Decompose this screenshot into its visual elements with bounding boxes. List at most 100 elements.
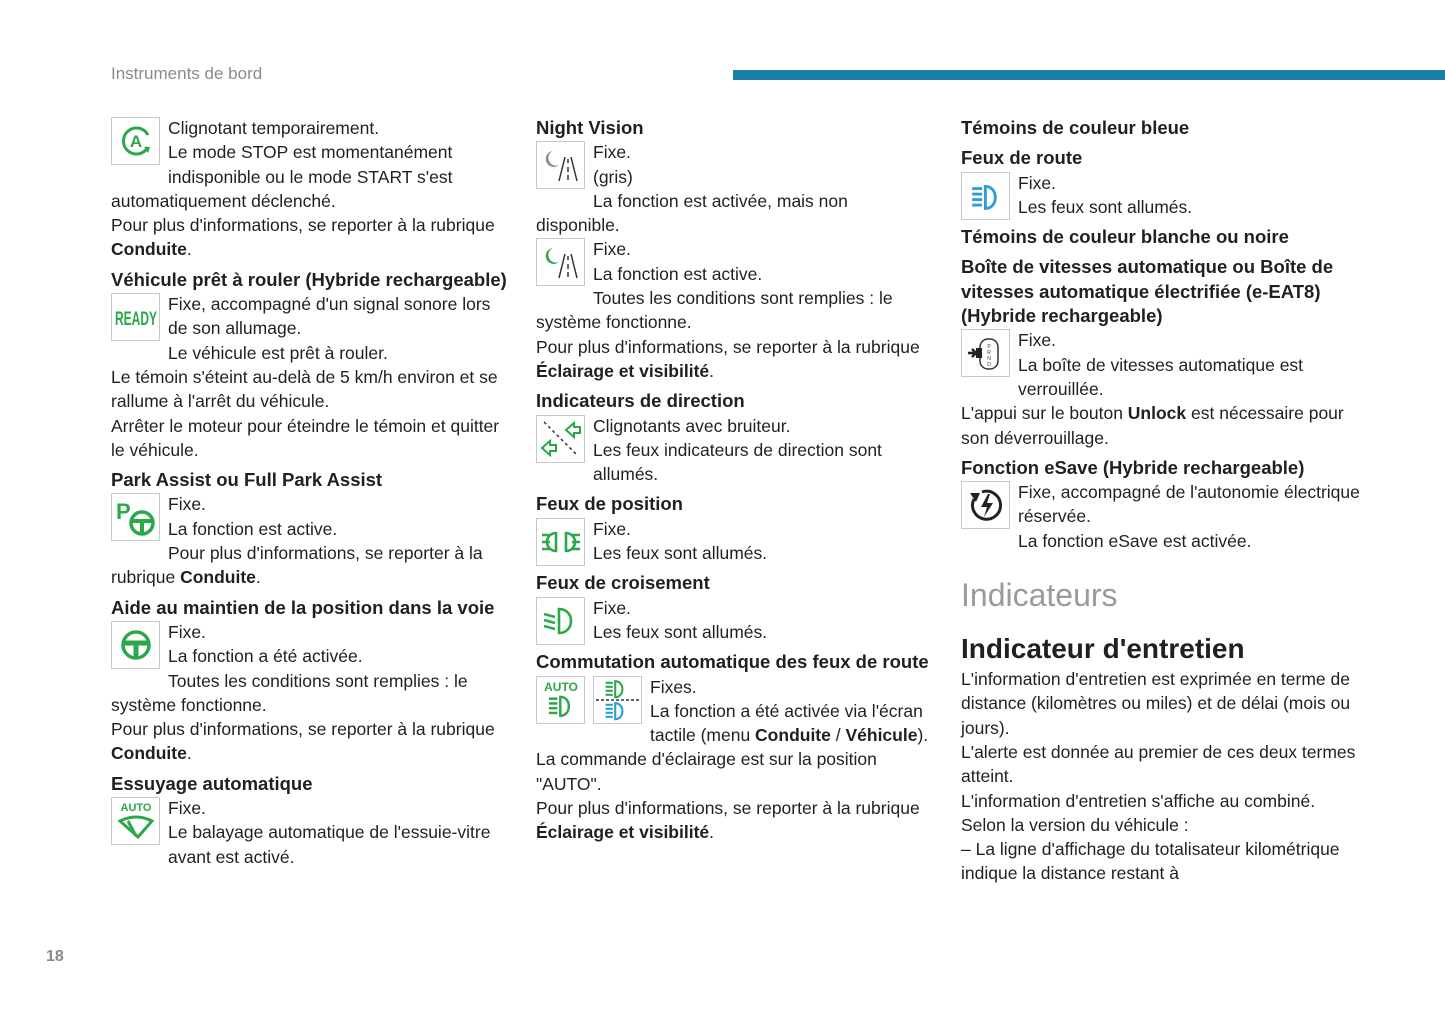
text-run: . — [709, 360, 715, 381]
auto-beam-icon: AUTO — [536, 675, 585, 724]
text-run: Fixe. — [1018, 330, 1056, 351]
column-3: Témoins de couleur bleue Feux de route Fix… — [961, 116, 1371, 886]
paragraph: La boîte de vitesses automatique est ver… — [961, 353, 1371, 402]
text-run: Pour plus d'informations, se reporter à … — [536, 798, 920, 819]
park-assist-icon: P — [111, 493, 160, 542]
entry-heading: Témoins de couleur bleue — [961, 117, 1190, 138]
svg-text:N: N — [987, 356, 991, 362]
text-run: Pour plus d'informations, se reporter à … — [111, 719, 495, 740]
text-run: Toutes les conditions sont remplies : le… — [111, 670, 468, 715]
paragraph: Le témoin s'éteint au-delà de 5 km/h env… — [111, 365, 511, 414]
entry-heading: Night Vision — [536, 117, 644, 138]
paragraph: Fixe. — [536, 140, 936, 164]
column-1: A Clignotant temporairement. Le mode STOP … — [111, 116, 511, 869]
bold-reference: Éclairage et visibilité — [536, 360, 710, 381]
entry-body: Fixe. Les feux sont allumés. — [536, 517, 936, 566]
text-run: La fonction est active. — [168, 518, 338, 539]
paragraph: Fixes. — [536, 675, 936, 699]
paragraph: La fonction est active. — [536, 262, 936, 286]
text-run: Clignotants avec bruiteur. — [593, 415, 791, 436]
text-run: Les feux sont allumés. — [1018, 196, 1193, 217]
text-run: Clignotant temporairement. — [168, 118, 380, 138]
text-run: Les feux sont allumés. — [593, 543, 768, 564]
svg-text:R: R — [987, 350, 991, 356]
paragraph: Les feux sont allumés. — [961, 195, 1371, 219]
text-run: Fixe, accompagné d'un signal sonore lors… — [168, 294, 491, 339]
entry-heading: Park Assist ou Full Park Assist — [111, 469, 383, 491]
bold-reference: Véhicule — [845, 725, 918, 746]
paragraph: Fixe. — [111, 620, 511, 644]
paragraph: La fonction a été activée. — [111, 644, 511, 668]
text-run: Fixe. — [168, 494, 206, 515]
paragraph: – La ligne d'affichage du totalisateur k… — [961, 837, 1371, 886]
entry-body: AUTO Fixe. Le balayage automatique de l'es… — [111, 796, 511, 869]
text-run: Selon la version du véhicule : — [961, 814, 1189, 835]
subsection-title: Indicateur d'entretien — [961, 633, 1245, 665]
paragraph: Pour plus d'informations, se reporter à … — [111, 717, 511, 766]
paragraph: La fonction est activée, mais non dispon… — [536, 189, 936, 238]
beam-switch-icon — [593, 675, 642, 724]
paragraph: La commande d'éclairage est sur la posit… — [536, 747, 936, 796]
paragraph: L'information d'entretien s'affiche au c… — [961, 789, 1371, 813]
entry-body: Fixe. La fonction est active. Toutes les c… — [536, 237, 936, 383]
paragraph: (gris) — [536, 165, 936, 189]
auto-wiper-icon: AUTO — [111, 797, 160, 846]
text-run: La fonction a été activée via l'écran ta… — [650, 700, 923, 746]
svg-text:AUTO: AUTO — [544, 680, 578, 694]
warning-lamp-icons: AUTO — [536, 675, 642, 724]
entry-body: Fixe. Les feux sont allumés. — [536, 596, 936, 645]
text-run: La boîte de vitesses automatique est ver… — [1018, 354, 1304, 399]
text-run: . — [709, 822, 715, 843]
paragraph: Fixe. — [536, 596, 936, 620]
text-run: Fixe. — [168, 798, 206, 819]
paragraph: Pour plus d'informations, se reporter à … — [111, 541, 511, 590]
paragraph: Fixe. — [961, 328, 1371, 352]
entry-body: A Clignotant temporairement. Le mode STOP … — [111, 116, 511, 262]
text-run: – La ligne d'affichage du totalisateur k… — [961, 839, 1340, 884]
text-run: Fixe, accompagné de l'autonomie électriq… — [1018, 482, 1360, 527]
entry-body: Clignotants avec bruiteur. Les feux indic… — [536, 414, 936, 487]
steering-wheel-icon — [111, 620, 160, 669]
entry-body: READY Fixe, accompagné d'un signal sonore… — [111, 292, 511, 462]
paragraph: Le mode STOP est momentanément indisponi… — [111, 140, 511, 213]
paragraph: L'alerte est donnée au premier de ces de… — [961, 740, 1371, 789]
warning-lamp-icons — [536, 596, 585, 645]
text-run: Fixe. — [593, 518, 631, 539]
paragraph: Clignotant temporairement. — [111, 116, 511, 140]
text-run: Pour plus d'informations, se reporter à … — [111, 215, 495, 236]
paragraph: Le véhicule est prêt à rouler. — [111, 341, 511, 365]
paragraph: Fixe. — [111, 492, 511, 516]
text-run: La fonction est active. — [593, 263, 763, 284]
column-2: Night Vision Fixe. (gris) La fonction est a… — [536, 116, 936, 845]
svg-text:AUTO: AUTO — [120, 802, 151, 814]
text-run: La fonction eSave est activée. — [1018, 530, 1252, 551]
text-run: Pour plus d'informations, se reporter à … — [111, 543, 483, 588]
paragraph: Arrêter le moteur pour éteindre le témoi… — [111, 414, 511, 463]
entry-body: L'information d'entretien est exprimée e… — [961, 667, 1371, 886]
entry-body: Fixe, accompagné de l'autonomie électriq… — [961, 480, 1371, 553]
text-run: . — [186, 239, 192, 260]
paragraph: La fonction a été activée via l'écran ta… — [536, 699, 936, 748]
paragraph: Pour plus d'informations, se reporter à … — [536, 335, 936, 384]
paragraph: Les feux indicateurs de direction sont a… — [536, 438, 936, 487]
text-run: Fixes. — [650, 676, 697, 697]
text-run: Les feux indicateurs de direction sont a… — [593, 439, 882, 485]
paragraph: Clignotants avec bruiteur. — [536, 414, 936, 438]
paragraph: Fixe, accompagné d'un signal sonore lors… — [111, 292, 511, 341]
entry-heading: Feux de route — [961, 147, 1083, 169]
text-run: Fixe. — [593, 597, 631, 618]
ready-icon: READY — [111, 293, 160, 342]
paragraph: Les feux sont allumés. — [536, 541, 936, 565]
text-run: L'appui sur le bouton — [961, 403, 1128, 424]
paragraph: Fixe. — [536, 517, 936, 541]
warning-lamp-icons: P — [111, 493, 160, 542]
warning-lamp-icons — [536, 414, 585, 463]
auto-stop-start-icon: A — [111, 117, 160, 165]
running-header: Instruments de bord — [111, 64, 263, 83]
paragraph: Selon la version du véhicule : — [961, 813, 1371, 837]
section-title: Indicateurs — [961, 577, 1118, 614]
paragraph: Fixe. — [961, 171, 1371, 195]
bold-reference: Conduite — [111, 239, 187, 260]
text-run: L'alerte est donnée au premier de ces de… — [961, 741, 1356, 787]
entry-body: Fixe. (gris) La fonction est activée, mais… — [536, 140, 936, 237]
